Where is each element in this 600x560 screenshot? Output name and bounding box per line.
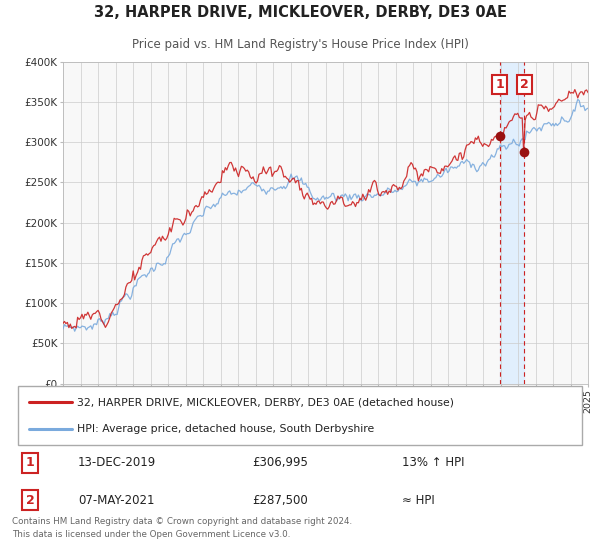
Text: ≈ HPI: ≈ HPI xyxy=(402,494,435,507)
Text: 32, HARPER DRIVE, MICKLEOVER, DERBY, DE3 0AE (detached house): 32, HARPER DRIVE, MICKLEOVER, DERBY, DE3… xyxy=(77,397,454,407)
Text: Price paid vs. HM Land Registry's House Price Index (HPI): Price paid vs. HM Land Registry's House … xyxy=(131,38,469,50)
Text: 32, HARPER DRIVE, MICKLEOVER, DERBY, DE3 0AE: 32, HARPER DRIVE, MICKLEOVER, DERBY, DE3… xyxy=(94,6,506,20)
Text: HPI: Average price, detached house, South Derbyshire: HPI: Average price, detached house, Sout… xyxy=(77,424,374,435)
Text: 13% ↑ HPI: 13% ↑ HPI xyxy=(402,456,464,469)
Bar xyxy=(500,62,524,384)
Text: 2: 2 xyxy=(520,78,529,91)
Text: 07-MAY-2021: 07-MAY-2021 xyxy=(78,494,155,507)
Text: 13-DEC-2019: 13-DEC-2019 xyxy=(78,456,156,469)
Text: £306,995: £306,995 xyxy=(252,456,308,469)
Text: 1: 1 xyxy=(495,78,504,91)
Text: 1: 1 xyxy=(26,456,34,469)
Text: 2: 2 xyxy=(26,494,34,507)
Text: £287,500: £287,500 xyxy=(252,494,308,507)
Text: Contains HM Land Registry data © Crown copyright and database right 2024.
This d: Contains HM Land Registry data © Crown c… xyxy=(12,517,352,539)
